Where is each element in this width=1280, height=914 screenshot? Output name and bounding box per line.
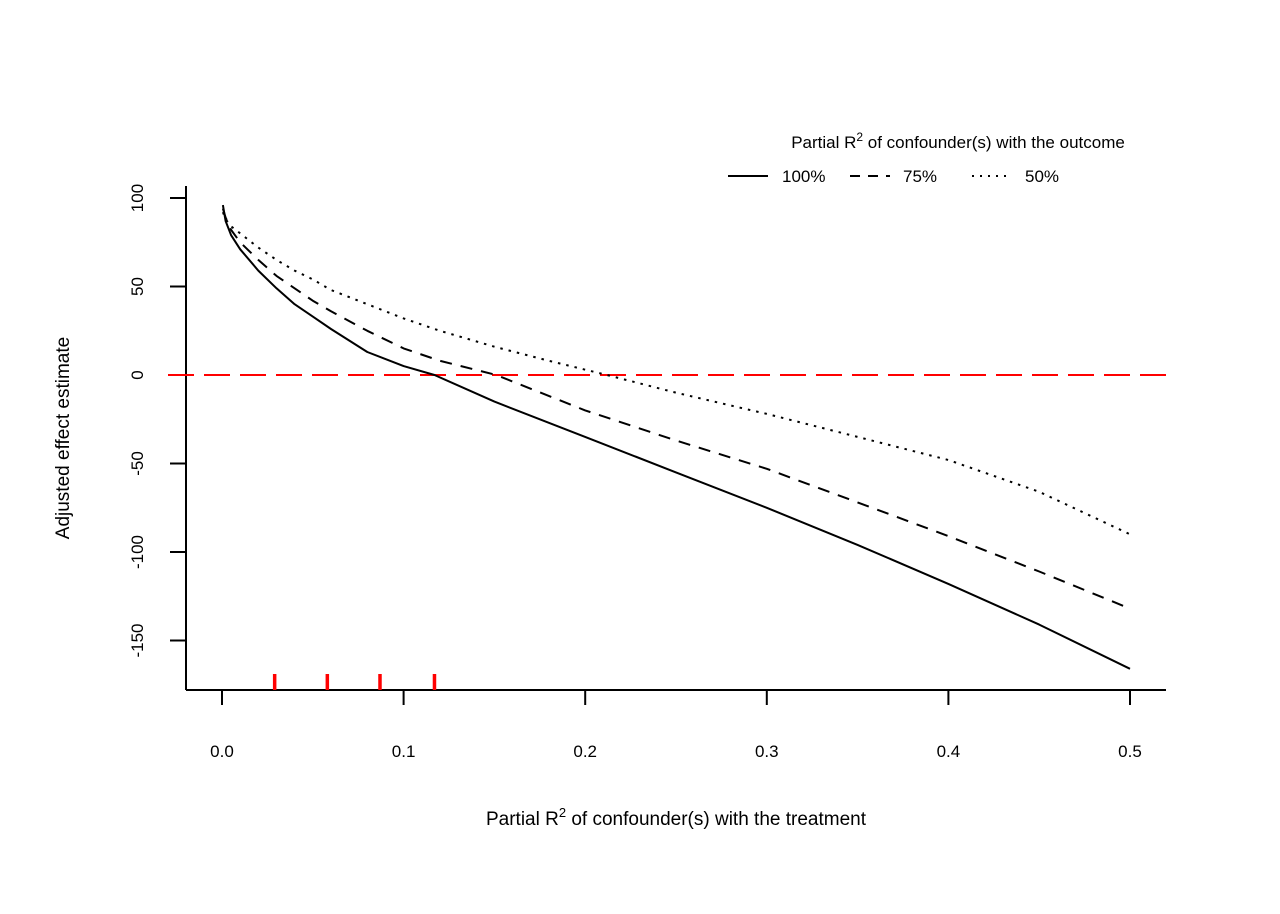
series-group: [221, 204, 1131, 670]
y-ticks: 100 50 0 -50 -100 -150: [128, 184, 186, 658]
legend: Partial R2 of confounder(s) with the out…: [728, 130, 1125, 186]
y-tick-label: -100: [128, 535, 147, 569]
x-tick-label: 0.2: [573, 742, 597, 761]
y-tick-label: -150: [128, 623, 147, 657]
x-tick-label: 0.0: [210, 742, 234, 761]
x-tick-label: 0.1: [392, 742, 416, 761]
series-line-100pct: [221, 204, 1131, 670]
series-line-50pct: [221, 211, 1131, 536]
y-tick-label: 0: [128, 370, 147, 379]
rug-marks: [272, 674, 437, 690]
x-ticks: 0.0 0.1 0.2 0.3 0.4 0.5: [210, 690, 1142, 761]
legend-label-75: 75%: [903, 167, 937, 186]
y-tick-label: 100: [128, 184, 147, 212]
y-tick-label: 50: [128, 277, 147, 296]
y-tick-label: -50: [128, 451, 147, 476]
legend-label-50: 50%: [1025, 167, 1059, 186]
x-tick-label: 0.4: [937, 742, 961, 761]
series-line-75pct: [221, 208, 1131, 610]
legend-label-100: 100%: [782, 167, 825, 186]
legend-title: Partial R2 of confounder(s) with the out…: [791, 130, 1125, 152]
y-axis-title: Adjusted effect estimate: [53, 337, 74, 539]
x-tick-label: 0.3: [755, 742, 779, 761]
x-axis-title: Partial R2 of confounder(s) with the tre…: [486, 805, 867, 830]
x-tick-label: 0.5: [1118, 742, 1142, 761]
